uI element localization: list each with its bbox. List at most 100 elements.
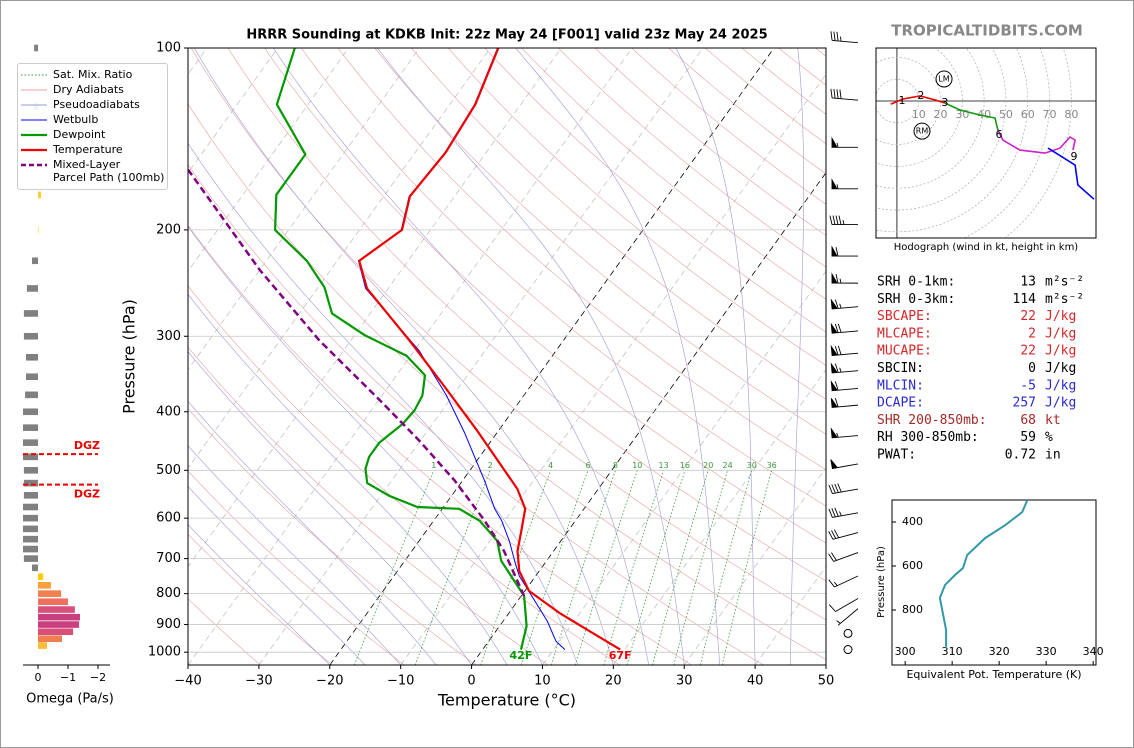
mixing-ratio-label: 4 bbox=[548, 461, 553, 470]
y-tick-label: 600 bbox=[156, 511, 181, 526]
omega-bar bbox=[23, 439, 38, 446]
omega-bar bbox=[23, 525, 38, 533]
param-value: 59 bbox=[1020, 430, 1036, 445]
y-tick-label: 600 bbox=[902, 559, 923, 572]
x-tick-label: −2 bbox=[90, 671, 106, 684]
x-tick-label: 0 bbox=[35, 671, 42, 684]
hodo-line bbox=[1047, 147, 1095, 200]
param-unit: kt bbox=[1045, 413, 1061, 428]
wind-barb bbox=[830, 459, 859, 470]
omega-bar bbox=[38, 191, 41, 199]
param-label: MLCAPE: bbox=[877, 326, 932, 341]
omega-bar bbox=[34, 44, 38, 52]
x-tick-label: 0 bbox=[467, 674, 475, 689]
param-label: SRH 0-3km: bbox=[877, 292, 955, 307]
pseudoadiabat bbox=[188, 400, 437, 665]
omega-bar bbox=[23, 467, 38, 474]
dry-adiabat bbox=[190, 48, 826, 621]
param-label: RH 300-850mb: bbox=[877, 430, 979, 445]
height-label: 2 bbox=[917, 89, 924, 102]
y-tick-label: 900 bbox=[156, 617, 181, 632]
watermark: TROPICALTIDBITS.COM bbox=[891, 22, 1083, 40]
mixing-ratio-line bbox=[550, 470, 616, 665]
omega-bar bbox=[23, 555, 38, 562]
hodo-ring bbox=[876, 48, 985, 189]
y-tick-label: 200 bbox=[156, 222, 181, 237]
dry-adiabat bbox=[411, 48, 826, 400]
omega-bar bbox=[23, 545, 38, 553]
pseudoadiabat bbox=[515, 48, 720, 665]
legend-item: Sat. Mix. Ratio bbox=[20, 68, 167, 81]
legend-item: Mixed-Layer Parcel Path (100mb) bbox=[20, 158, 167, 184]
mixing-ratio-label: 24 bbox=[723, 461, 733, 470]
legend: Sat. Mix. Ratio Dry Adiabats Pseudoadiabat… bbox=[17, 63, 168, 190]
mixing-ratio-line bbox=[603, 470, 664, 665]
calm-wind bbox=[843, 628, 853, 638]
hodo-ring bbox=[876, 48, 1007, 211]
height-label: 3 bbox=[941, 96, 948, 109]
height-label: 1 bbox=[898, 94, 905, 107]
omega-bar bbox=[38, 621, 80, 628]
x-tick-label: 30 bbox=[676, 674, 693, 689]
param-value: 0.72 bbox=[1005, 448, 1036, 463]
y-tick-label: 400 bbox=[902, 515, 923, 528]
x-tick-label: 40 bbox=[747, 674, 764, 689]
legend-label: Mixed-Layer Parcel Path (100mb) bbox=[53, 158, 165, 184]
wind-barb bbox=[831, 136, 859, 148]
hodo-ring-label: 20 bbox=[934, 108, 948, 121]
y-axis-label: Pressure (hPa) bbox=[876, 546, 887, 618]
isotherm bbox=[188, 48, 349, 272]
pseudoadiabat bbox=[188, 445, 401, 665]
wind-barb bbox=[830, 322, 859, 334]
dry-adiabat bbox=[337, 48, 826, 470]
mixing-ratio-label: 13 bbox=[659, 461, 669, 470]
mixing-ratio-line bbox=[521, 470, 589, 665]
legend-swatch bbox=[21, 89, 47, 91]
wind-barb bbox=[829, 215, 859, 226]
param-unit: J/kg bbox=[1045, 361, 1076, 376]
param-value: 22 bbox=[1020, 344, 1036, 359]
omega-bar bbox=[26, 353, 38, 361]
pseudoadiabat bbox=[188, 524, 331, 665]
mixing-ratio-line bbox=[673, 470, 728, 665]
x-tick-label: 320 bbox=[989, 645, 1010, 658]
dry-adiabat bbox=[264, 48, 826, 544]
wind-barb bbox=[828, 483, 859, 495]
legend-item: Dewpoint bbox=[20, 128, 167, 141]
param-unit: J/kg bbox=[1045, 344, 1076, 359]
profile-line bbox=[358, 48, 621, 651]
dry-adiabat bbox=[447, 48, 826, 366]
storm-motion bbox=[913, 122, 931, 140]
param-unit: J/kg bbox=[1045, 326, 1076, 341]
dry-adiabat bbox=[301, 48, 826, 507]
wind-barb bbox=[831, 178, 859, 190]
y-tick-label: 100 bbox=[156, 41, 181, 56]
wind-barb bbox=[828, 529, 859, 540]
isotherm bbox=[188, 48, 491, 469]
param-label: DCAPE: bbox=[877, 396, 924, 411]
hodo-ring-label: 40 bbox=[977, 108, 991, 121]
dry-adiabat bbox=[188, 408, 477, 665]
x-tick-label: 310 bbox=[942, 645, 963, 658]
param-unit: J/kg bbox=[1045, 378, 1076, 393]
legend-label: Temperature bbox=[53, 143, 123, 156]
surface-label: 67F bbox=[609, 649, 632, 662]
wind-barb bbox=[830, 362, 859, 374]
param-unit: J/kg bbox=[1045, 309, 1076, 324]
storm-motion-label: RM bbox=[916, 127, 929, 136]
param-label: MLCIN: bbox=[877, 378, 924, 393]
height-label: 9 bbox=[1070, 150, 1077, 163]
plot-area: 1 2 4 6 8 10 13 16 20 24 30 36 bbox=[188, 48, 826, 665]
isotherm bbox=[188, 48, 562, 568]
param-unit: in bbox=[1045, 448, 1061, 463]
x-axis-label: Temperature (°C) bbox=[437, 691, 576, 710]
param-value: 68 bbox=[1020, 413, 1036, 428]
thetae-frame bbox=[891, 499, 1097, 666]
hodo-line bbox=[944, 102, 999, 131]
isotherm bbox=[188, 48, 420, 371]
legend-item: Pseudoadiabats bbox=[20, 98, 167, 111]
x-tick-label: −10 bbox=[387, 674, 414, 689]
